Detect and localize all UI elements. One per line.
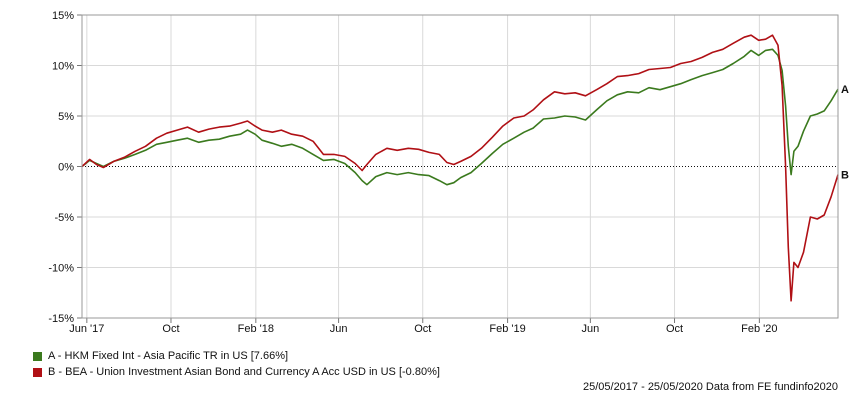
x-tick-label: Jun bbox=[330, 323, 348, 335]
x-axis-ticks: Jun '17 Oct Feb '18 Jun Oct Feb '19 Jun Oct Feb … bbox=[69, 318, 778, 335]
series-end-label-a: A bbox=[841, 84, 849, 96]
series-end-labels: AB bbox=[841, 84, 849, 181]
plot-frame bbox=[81, 14, 839, 319]
x-tick-label: Jun bbox=[581, 323, 599, 335]
legend-label-a: A - HKM Fixed Int - Asia Pacific TR in U… bbox=[48, 350, 289, 362]
x-tick-label: Feb '18 bbox=[238, 323, 274, 335]
x-tick-label: Oct bbox=[414, 323, 431, 335]
legend-swatch-a bbox=[33, 351, 42, 361]
y-tick-label: -15% bbox=[48, 313, 74, 325]
legend-item-a: A - HKM Fixed Int - Asia Pacific TR in U… bbox=[33, 348, 440, 364]
y-tick-label: 0% bbox=[58, 162, 74, 174]
y-axis-ticks: 15% 10% 5% 0% -5% -10% -15% bbox=[48, 10, 82, 325]
x-tick-label: Jun '17 bbox=[69, 323, 104, 335]
x-tick-label: Feb '19 bbox=[489, 323, 525, 335]
legend-label-b: B - BEA - Union Investment Asian Bond an… bbox=[48, 366, 440, 378]
legend-item-b: B - BEA - Union Investment Asian Bond an… bbox=[33, 364, 440, 380]
y-tick-label: -10% bbox=[48, 263, 74, 275]
x-tick-label: Oct bbox=[666, 323, 683, 335]
legend: A - HKM Fixed Int - Asia Pacific TR in U… bbox=[33, 348, 440, 380]
y-tick-label: 10% bbox=[52, 61, 74, 73]
series-lines bbox=[81, 34, 839, 302]
series-end-label-b: B bbox=[841, 170, 849, 182]
performance-chart: 15%10%5%0%-5%-10%-15% Jun '17 Oct Feb '18 J… bbox=[48, 10, 849, 335]
y-tick-label: 15% bbox=[52, 10, 74, 22]
series-line-b bbox=[81, 34, 839, 302]
y-tick-label: 5% bbox=[58, 111, 74, 123]
x-tick-label: Oct bbox=[162, 323, 179, 335]
x-tick-label: Feb '20 bbox=[741, 323, 777, 335]
legend-swatch-b bbox=[33, 367, 42, 377]
data-source-footer: 25/05/2017 - 25/05/2020 Data from FE fun… bbox=[582, 381, 838, 393]
series-line-a bbox=[81, 48, 839, 186]
y-tick-label: -5% bbox=[54, 212, 74, 224]
